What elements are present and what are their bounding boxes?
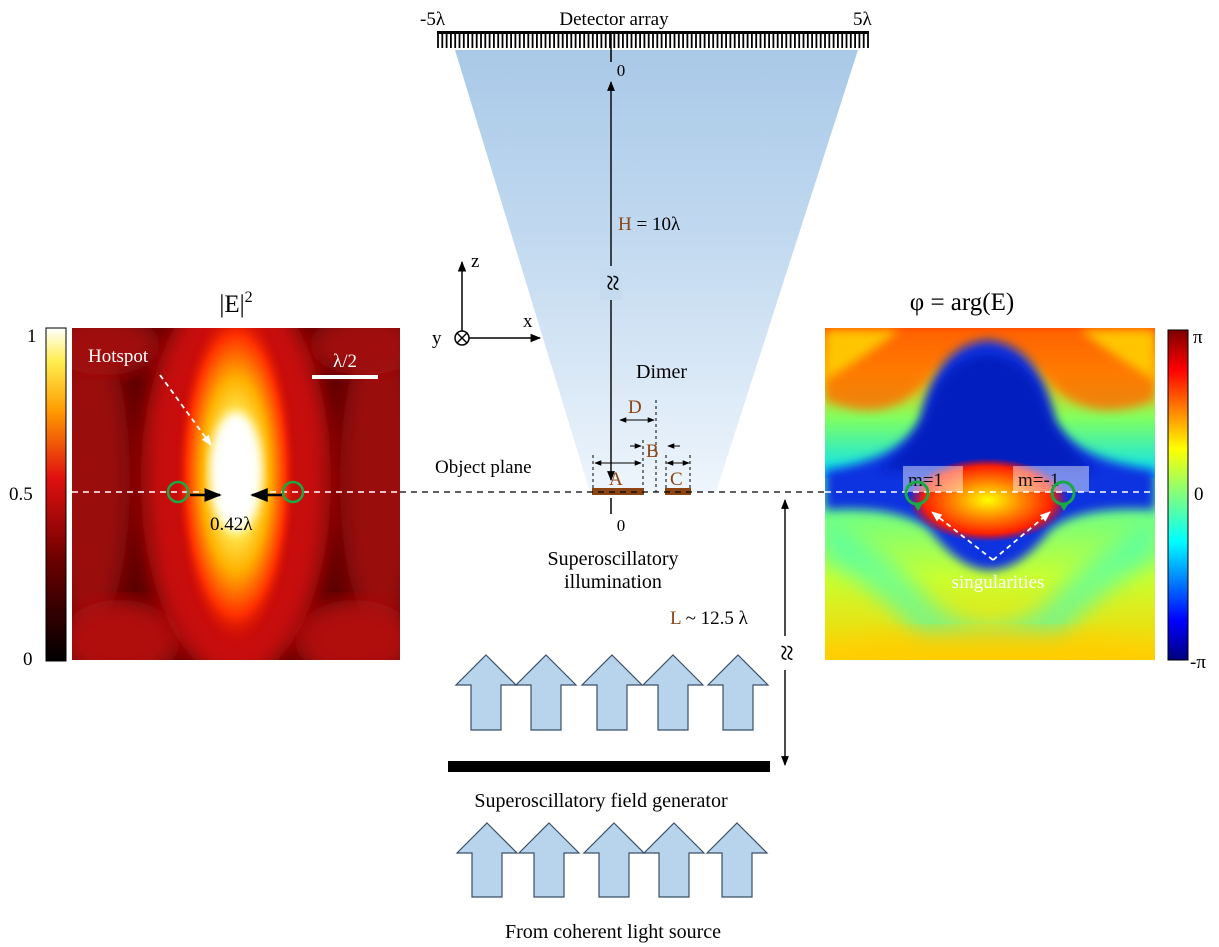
dimer-dimensions <box>592 400 691 492</box>
detector-array <box>437 31 869 48</box>
spacing-label: 0.42λ <box>210 514 253 535</box>
intensity-scalebar-label: λ/2 <box>333 351 357 372</box>
l-approx-break: ≈ <box>770 645 803 661</box>
up-arrow-icon <box>705 822 769 898</box>
object-zero-label: 0 <box>617 516 626 535</box>
up-arrow-icon <box>582 822 646 898</box>
up-arrow-icon <box>514 654 578 731</box>
up-arrow-icon <box>455 822 519 898</box>
phase-cbar-bottom: -π <box>1190 652 1206 673</box>
illumination-cone <box>455 50 858 492</box>
illumination-line1: Superoscillatory <box>547 548 678 570</box>
intensity-cbar-top: 1 <box>27 326 37 347</box>
phase-colorbar <box>1167 329 1189 661</box>
dimer-particle-a <box>592 488 644 495</box>
phase-m-left: m=1 <box>908 470 943 491</box>
up-arrow-icon <box>641 654 705 731</box>
field-generator-label: Superoscillatory field generator <box>474 790 728 812</box>
intensity-map <box>72 328 400 660</box>
l-distance-label: L ~ 12.5 λ <box>670 608 749 629</box>
up-arrow-icon <box>517 822 581 898</box>
field-generator-bar <box>448 761 770 772</box>
hotspot-pointer <box>159 374 212 446</box>
detector-right-tick: 5λ <box>853 9 873 30</box>
up-arrow-icon <box>580 654 644 731</box>
detector-title: Detector array <box>559 9 669 30</box>
dimer-title: Dimer <box>636 361 687 383</box>
detector-left-tick: -5λ <box>420 9 446 30</box>
detector-center-tick: 0 <box>617 61 626 80</box>
light-source-label: From coherent light source <box>505 921 721 943</box>
singularities-label: singularities <box>952 572 1045 593</box>
axis-y-label: y <box>432 328 442 349</box>
up-arrow-icon <box>706 654 770 731</box>
phase-title: φ = arg(E) <box>910 289 1014 316</box>
phase-map <box>825 328 1155 660</box>
phase-cbar-mid: 0 <box>1194 484 1204 505</box>
dimer-label-d: D <box>628 397 642 418</box>
intensity-colorbar <box>45 327 67 662</box>
intensity-cbar-bottom: 0 <box>23 649 33 670</box>
intensity-right-singularity <box>281 480 305 504</box>
dimer-label-c: C <box>670 469 683 490</box>
dimer-label-a: A <box>609 469 623 490</box>
axis-z-label: z <box>471 251 479 272</box>
up-arrow-icon <box>454 654 518 731</box>
intensity-title: |E|2 <box>219 289 252 318</box>
coordinate-axes <box>454 260 542 346</box>
hotspot-label: Hotspot <box>88 346 149 367</box>
dimer-label-b: B <box>646 441 659 462</box>
illumination-arrows-lower <box>455 822 769 898</box>
intensity-cbar-mid: 0.5 <box>9 484 33 505</box>
up-arrow-icon <box>642 822 706 898</box>
illumination-arrows-upper <box>454 654 770 731</box>
h-approx-break: ≈ <box>596 275 629 291</box>
phase-m-right: m=-1 <box>1018 470 1059 491</box>
intensity-left-singularity <box>166 480 190 504</box>
object-plane-label: Object plane <box>435 457 532 478</box>
axis-x-label: x <box>523 311 533 332</box>
phase-cbar-top: π <box>1193 327 1203 348</box>
illumination-line2: illumination <box>564 571 662 593</box>
h-distance-label: H = 10λ <box>618 214 681 235</box>
